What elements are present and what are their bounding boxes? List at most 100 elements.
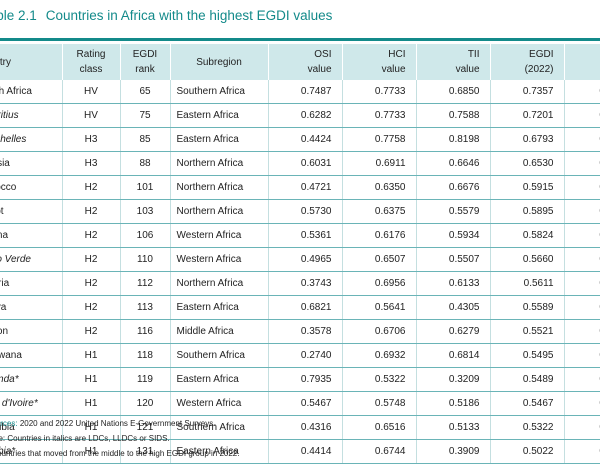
subregion-cell: Northern Africa bbox=[169, 175, 268, 200]
column-header-egdi-2020: EGDI(2020) bbox=[563, 44, 600, 80]
country-cell: Botswana bbox=[0, 343, 62, 368]
rank-cell: 116 bbox=[119, 319, 170, 344]
table-row: EgyptH2103Northern Africa0.57300.63750.5… bbox=[0, 199, 600, 224]
country-cell: Egypt bbox=[0, 199, 62, 224]
hci-cell: 0.6176 bbox=[341, 223, 416, 248]
table-row: BotswanaH1118Southern Africa0.27400.6932… bbox=[0, 343, 600, 368]
rating-cell: H2 bbox=[61, 247, 120, 272]
hci-cell: 0.6911 bbox=[341, 151, 416, 176]
header-line1: Subregion bbox=[196, 56, 242, 68]
subregion-cell: Northern Africa bbox=[169, 151, 268, 176]
subregion-cell: Eastern Africa bbox=[169, 367, 268, 392]
tii-cell: 0.6814 bbox=[415, 343, 490, 368]
subregion-cell: Southern Africa bbox=[169, 80, 268, 104]
subregion-cell: Southern Africa bbox=[169, 343, 268, 368]
header-line2: value bbox=[307, 64, 332, 75]
table-row: GabonH2116Middle Africa0.35780.67060.627… bbox=[0, 319, 600, 344]
egdi-2020-cell: 0.6920 bbox=[563, 127, 600, 152]
hci-cell: 0.6956 bbox=[341, 271, 416, 296]
country-cell: Gabon bbox=[0, 319, 62, 344]
column-header-egdi-2022: EGDI (2022) bbox=[489, 44, 564, 80]
tii-cell: 0.5507 bbox=[415, 247, 490, 272]
subregion-cell: Southern Africa bbox=[169, 415, 268, 440]
tii-cell: 0.5186 bbox=[415, 391, 490, 416]
rating-cell: H1 bbox=[61, 343, 120, 368]
rank-cell: 85 bbox=[119, 127, 170, 152]
country-cell: Zambia* bbox=[0, 439, 62, 464]
subregion-cell: Northern Africa bbox=[169, 199, 268, 224]
osi-cell: 0.7935 bbox=[267, 367, 342, 392]
column-header-hci-value: HCI value bbox=[341, 44, 416, 80]
osi-cell: 0.5730 bbox=[267, 199, 342, 224]
column-header-subregion: Subregion bbox=[169, 44, 268, 80]
hci-cell: 0.6516 bbox=[341, 415, 416, 440]
tii-cell: 0.6279 bbox=[415, 319, 490, 344]
rating-cell: H2 bbox=[61, 223, 120, 248]
osi-cell: 0.4721 bbox=[267, 175, 342, 200]
egdi-2020-cell: 0.5747 bbox=[563, 415, 600, 440]
osi-cell: 0.4424 bbox=[267, 127, 342, 152]
hci-cell: 0.5641 bbox=[341, 295, 416, 320]
sources-note: Sources: 2020 and 2022 United Nations E-… bbox=[0, 416, 239, 431]
table-row: MauritiusHV75Eastern Africa0.62820.77330… bbox=[0, 103, 600, 128]
tii-cell: 0.5133 bbox=[415, 415, 490, 440]
egdi-2022-cell: 0.6793 bbox=[489, 127, 564, 152]
egdi-2020-cell: 0.7196 bbox=[563, 103, 600, 128]
header-line1: EGDI bbox=[132, 49, 158, 60]
subregion-cell: Western Africa bbox=[169, 247, 268, 272]
egdi-2020-cell: 0.4457 bbox=[563, 391, 600, 416]
egdi-2020-cell: 0.4242 bbox=[563, 439, 600, 464]
column-header-egdi-rank: EGDI rank bbox=[119, 44, 170, 80]
hci-cell: 0.5322 bbox=[341, 367, 416, 392]
osi-cell: 0.5467 bbox=[267, 391, 342, 416]
rating-cell: H3 bbox=[61, 151, 120, 176]
table-header: Country Rating class EGDI rank Subregion OSI va… bbox=[0, 44, 600, 80]
egdi-2022-cell: 0.5824 bbox=[489, 223, 564, 248]
country-cell: Côte d'Ivoire* bbox=[0, 391, 62, 416]
country-cell: South Africa bbox=[0, 80, 62, 104]
rank-cell: 103 bbox=[119, 199, 170, 224]
egdi-2020-cell: 0.5960 bbox=[563, 223, 600, 248]
egdi-2020-cell: 0.5729 bbox=[563, 175, 600, 200]
header-line1: HCI bbox=[388, 49, 406, 60]
header-line2: (2022) bbox=[524, 64, 554, 75]
osi-cell: 0.3578 bbox=[267, 319, 342, 344]
egdi-2022-cell: 0.5589 bbox=[489, 295, 564, 320]
subregion-cell: Middle Africa bbox=[169, 319, 268, 344]
subregion-cell: Eastern Africa bbox=[169, 103, 268, 128]
subregion-cell: Eastern Africa bbox=[169, 127, 268, 152]
hci-cell: 0.6744 bbox=[341, 439, 416, 464]
rank-cell: 110 bbox=[119, 247, 170, 272]
subregion-cell: Western Africa bbox=[169, 223, 268, 248]
rank-cell: 121 bbox=[119, 415, 170, 440]
hci-cell: 0.7733 bbox=[341, 80, 416, 104]
osi-cell: 0.2740 bbox=[267, 343, 342, 368]
egdi-2022-cell: 0.5915 bbox=[489, 175, 564, 200]
tii-cell: 0.8198 bbox=[415, 127, 490, 152]
egdi-2022-cell: 0.7201 bbox=[489, 103, 564, 128]
table-title: Table 2.1 Countries in Africa with the h… bbox=[0, 8, 332, 23]
egdi-2020-cell: 0.5383 bbox=[563, 343, 600, 368]
country-cell: Cabo Verde bbox=[0, 247, 62, 272]
tii-cell: 0.6133 bbox=[415, 271, 490, 296]
rank-cell: 119 bbox=[119, 367, 170, 392]
osi-cell: 0.4965 bbox=[267, 247, 342, 272]
hci-cell: 0.7733 bbox=[341, 103, 416, 128]
italics-note: Note: Countries in italics are LDCs, LLD… bbox=[0, 434, 170, 443]
country-cell: Ghana bbox=[0, 223, 62, 248]
rank-cell: 120 bbox=[119, 391, 170, 416]
header-line1: EGDI bbox=[529, 49, 554, 60]
sources-label: Sources: bbox=[0, 419, 18, 428]
rating-cell: H3 bbox=[61, 127, 120, 152]
rating-cell: HV bbox=[61, 103, 120, 128]
hci-cell: 0.6375 bbox=[341, 199, 416, 224]
egdi-2020-cell: 0.5604 bbox=[563, 247, 600, 272]
table-notes: Sources: 2020 and 2022 United Nations E-… bbox=[0, 416, 239, 461]
egdi-2020-cell: 0.6526 bbox=[563, 151, 600, 176]
header-line2: value bbox=[455, 64, 480, 75]
column-header-tii-value: TII value bbox=[415, 44, 490, 80]
egdi-2022-cell: 0.5495 bbox=[489, 343, 564, 368]
